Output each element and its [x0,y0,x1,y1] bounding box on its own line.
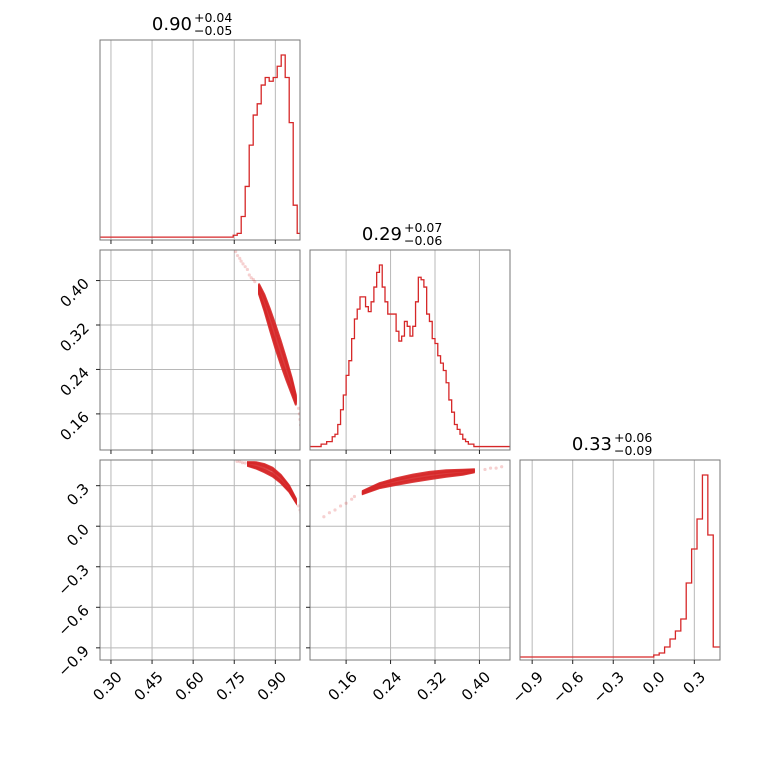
x-tick-label: 0.32 [413,668,449,704]
scatter-point [243,461,247,465]
panel-frame [99,39,301,241]
y-tick-label: 0.24 [56,364,92,400]
panel-r1-c0: 0.16 0.24 0.32 0.40 [56,249,301,454]
scatter-point [239,259,243,263]
contour-level-3 [258,283,297,406]
x-tick-label: −0.6 [549,668,587,706]
scatter-point [488,466,493,470]
y-tick-label: 0.40 [56,275,92,311]
scatter-point [235,253,240,258]
panel-plot-area [310,250,510,450]
scatter-point [483,467,487,472]
panel-frame [99,459,301,661]
panel-frame [99,249,301,451]
histogram-step-p2 [520,474,720,658]
panel-plot-area [310,460,510,660]
x-tick-label: 0.60 [172,668,208,704]
x-tick-label: 0.90 [254,668,290,704]
panels-layer: 0.160.240.320.400.30 0.45 0.60 0.75 0.90−0.9… [54,39,721,707]
histogram-step-p1 [310,264,510,448]
panel-r0-c0 [99,39,301,244]
scatter-point [333,508,337,512]
y-tick-label: 0.16 [56,408,92,444]
scatter-point [241,262,245,266]
scatter-point [344,501,348,505]
panel-r2-c2: −0.9 −0.6 −0.3 0.0 0.3 [508,459,721,707]
param-median: 0.29 [362,224,402,245]
param-minus-error: −0.05 [194,23,232,38]
contour-level-3 [247,461,297,506]
contour-level-3 [361,468,475,496]
scatter-point [240,461,245,465]
y-tick-label: −0.3 [54,561,92,599]
scatter-point [245,267,249,272]
param-title-2: 0.33 +0.06−0.09 [572,430,652,458]
scatter-point [352,494,357,499]
titles-layer: 0.90 +0.04−0.050.29 +0.07−0.060.33 +0.06−0.… [152,10,652,458]
param-plus-error: +0.06 [614,430,652,445]
x-tick-label: 0.16 [325,668,361,704]
panel-frame [519,459,721,661]
panel-r2-c1: 0.16 0.24 0.32 0.40 [306,459,511,704]
scatter-point [238,460,242,464]
scatter-point [322,515,326,519]
scatter-point [251,277,256,282]
scatter-point [297,504,300,508]
panel-frame [309,459,511,661]
scatter-point [297,406,300,410]
param-title-0: 0.90 +0.04−0.05 [152,10,232,38]
scatter-point [297,412,300,416]
scatter-point [500,465,504,469]
panel-r1-c1 [309,249,511,454]
scatter-point [243,265,247,269]
x-tick-label: 0.3 [679,668,709,698]
panel-frame [309,249,511,451]
x-tick-label: 0.24 [369,668,405,704]
scatter-point [234,250,238,254]
param-median: 0.90 [152,14,192,35]
param-plus-error: +0.04 [194,10,232,25]
x-tick-label: 0.75 [213,668,249,704]
scatter-point [249,276,253,280]
histogram-step-p0 [100,54,300,238]
x-tick-label: 0.30 [89,668,125,704]
param-minus-error: −0.06 [404,233,442,248]
y-tick-label: −0.9 [54,642,92,680]
y-tick-label: 0.3 [63,480,93,510]
y-tick-label: 0.32 [56,319,92,355]
scatter-point [247,273,251,277]
param-median: 0.33 [572,434,612,455]
param-plus-error: +0.07 [404,220,442,235]
panel-plot-area [100,460,300,660]
scatter-point [235,460,239,463]
y-tick-label: −0.6 [54,601,92,639]
x-tick-label: −0.3 [590,668,628,706]
param-title-1: 0.29 +0.07−0.06 [362,220,442,248]
scatter-point [253,280,257,284]
scatter-point [298,423,300,427]
panel-plot-area [520,460,720,660]
scatter-point [238,256,242,260]
x-tick-label: 0.0 [639,668,669,698]
x-tick-label: −0.9 [508,668,546,706]
scatter-point [338,504,343,508]
scatter-point [327,511,332,515]
panel-r2-c0: 0.30 0.45 0.60 0.75 0.90 −0.9−0.6−0.3 0.0 0.3 [54,459,301,704]
x-tick-label: 0.45 [130,668,166,704]
scatter-point [494,466,498,470]
x-tick-label: 0.40 [458,668,494,704]
y-tick-label: 0.0 [63,520,93,550]
scatter-point [350,497,354,501]
panel-plot-area [100,40,300,240]
panel-plot-area [100,250,300,450]
param-minus-error: −0.09 [614,443,652,458]
